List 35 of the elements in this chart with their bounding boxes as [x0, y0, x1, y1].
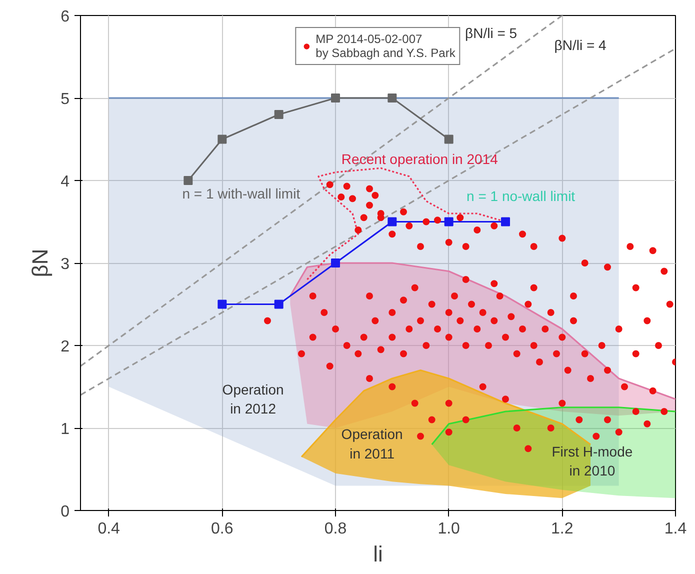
y-tick-label: 5 [60, 91, 70, 108]
y-tick-label: 4 [60, 174, 70, 190]
annotation: Recent operation in 2014 [341, 151, 498, 168]
legend-label: MP 2014-05-02-007 by Sabbagh and Y.S. Park [316, 32, 456, 60]
annotation: n = 1 with-wall limit [182, 186, 300, 202]
annotation: βN/li = 5 [465, 24, 518, 41]
point [218, 134, 227, 144]
y-tick-label: 0 [60, 504, 70, 520]
point [444, 217, 454, 226]
point [274, 110, 284, 119]
point [388, 217, 397, 226]
x-tick-label: 0.6 [211, 520, 234, 538]
annotation: βN/li = 4 [554, 37, 607, 54]
point [184, 176, 193, 185]
annotation: n = 1 no-wall limit [466, 188, 576, 204]
point [218, 300, 227, 309]
x-tick-label: 1.4 [664, 520, 687, 538]
y-tick-label: 2 [60, 338, 70, 356]
annotation: Operation in 2012 [222, 382, 284, 417]
point [331, 258, 340, 268]
y-tick-label: 3 [60, 256, 70, 273]
x-tick-label: 1.0 [438, 520, 460, 538]
point [274, 300, 284, 309]
y-tick-label: 6 [60, 8, 70, 26]
point [444, 134, 454, 144]
annotation: Operation in 2011 [341, 426, 403, 462]
point [501, 217, 510, 226]
x-tick-label: 0.4 [98, 520, 120, 538]
x-tick-label: 0.8 [324, 520, 347, 538]
x-tick-label: 1.2 [551, 520, 574, 538]
x-axis-title: li [373, 542, 383, 566]
y-tick-label: 1 [60, 421, 70, 438]
point [331, 94, 340, 102]
y-axis-title: βN [28, 248, 53, 278]
point [388, 94, 397, 102]
